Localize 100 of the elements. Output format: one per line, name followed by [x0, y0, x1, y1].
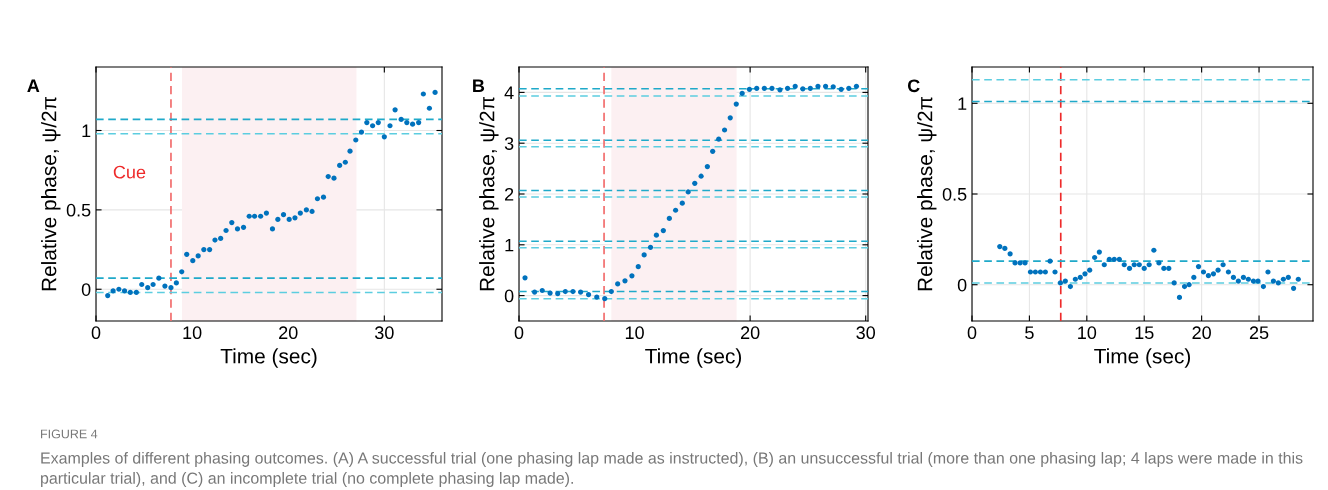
point: [815, 83, 821, 89]
point: [358, 129, 365, 135]
x-tick-label: 20: [1192, 326, 1211, 340]
point: [547, 290, 553, 296]
point: [594, 294, 600, 300]
point: [207, 246, 213, 253]
point: [615, 281, 621, 287]
point: [754, 85, 760, 91]
point: [716, 136, 722, 142]
point: [162, 283, 168, 289]
point: [342, 159, 348, 165]
y-tick-label: 0.5: [942, 187, 967, 201]
x-tick-label: 5: [1025, 326, 1034, 340]
x-tick-label: 0: [967, 326, 977, 340]
point: [746, 86, 753, 92]
point: [292, 215, 298, 221]
point: [562, 288, 568, 295]
x-tick-label: 30: [856, 326, 876, 340]
y-tick-label: 0: [957, 278, 967, 292]
x-tick-label: 10: [183, 326, 202, 340]
point: [150, 281, 156, 288]
point: [201, 246, 207, 253]
point: [641, 252, 647, 258]
point: [179, 269, 185, 275]
y-tick-label: 3: [504, 137, 514, 150]
point: [309, 208, 315, 215]
point: [133, 289, 139, 296]
point: [387, 123, 393, 129]
y-tick-label: 4: [504, 86, 514, 99]
point: [251, 213, 258, 219]
point: [325, 173, 331, 180]
point: [392, 107, 398, 113]
point: [105, 293, 111, 299]
point: [263, 210, 269, 216]
point: [685, 189, 691, 195]
x-tick-label: 20: [279, 326, 298, 340]
text: C: [907, 79, 920, 93]
point: [127, 289, 133, 296]
point: [784, 85, 791, 91]
point: [838, 86, 844, 92]
point: [184, 251, 190, 257]
point: [269, 226, 276, 232]
x-tick-label: 20: [740, 326, 760, 340]
point: [426, 105, 433, 111]
point: [190, 258, 196, 264]
point: [555, 290, 561, 297]
point: [275, 216, 281, 222]
y-tick-label: 2: [505, 187, 514, 201]
point: [218, 235, 224, 242]
y-tick-label: 0: [504, 289, 514, 303]
point: [792, 83, 798, 89]
y-tick-label: 1: [82, 124, 91, 138]
point: [653, 232, 659, 238]
point: [853, 83, 860, 89]
point: [409, 121, 416, 127]
point: [364, 119, 370, 126]
point: [660, 227, 666, 234]
x-tick-label: 10: [1078, 326, 1097, 340]
point: [666, 215, 672, 221]
point: [647, 244, 654, 250]
point: [240, 224, 247, 230]
point: [585, 291, 592, 298]
x-axis-title: Time (sec): [645, 348, 742, 368]
x-axis-title: Time (sec): [220, 348, 317, 368]
y-tick-label: 0.5: [66, 203, 91, 217]
point: [769, 85, 775, 91]
point: [280, 212, 287, 218]
point: [110, 288, 116, 294]
point: [522, 275, 528, 281]
point: [156, 275, 162, 281]
point: [807, 85, 813, 91]
caption: FIGURE 4: [41, 429, 98, 439]
point: [145, 285, 151, 291]
point: [692, 180, 698, 186]
point: [353, 137, 359, 143]
point: [629, 273, 635, 279]
text: B: [473, 79, 485, 92]
text: A: [27, 79, 40, 92]
point: [347, 148, 353, 154]
point: [223, 227, 229, 234]
y-tick-label: 1: [958, 97, 967, 110]
point: [331, 175, 337, 181]
y-tick-label: 1: [505, 238, 514, 252]
point: [704, 163, 710, 170]
point: [337, 162, 343, 169]
point: [602, 296, 608, 302]
point: [286, 216, 292, 222]
point: [212, 237, 218, 243]
point: [303, 207, 309, 213]
x-tick-label: 10: [625, 326, 644, 340]
point: [672, 207, 679, 213]
point: [532, 289, 538, 295]
point: [416, 119, 422, 126]
point: [116, 286, 122, 292]
point: [578, 289, 584, 295]
point: [622, 278, 628, 284]
point: [721, 127, 728, 133]
point: [570, 288, 576, 295]
point: [846, 85, 852, 91]
point: [733, 101, 739, 107]
